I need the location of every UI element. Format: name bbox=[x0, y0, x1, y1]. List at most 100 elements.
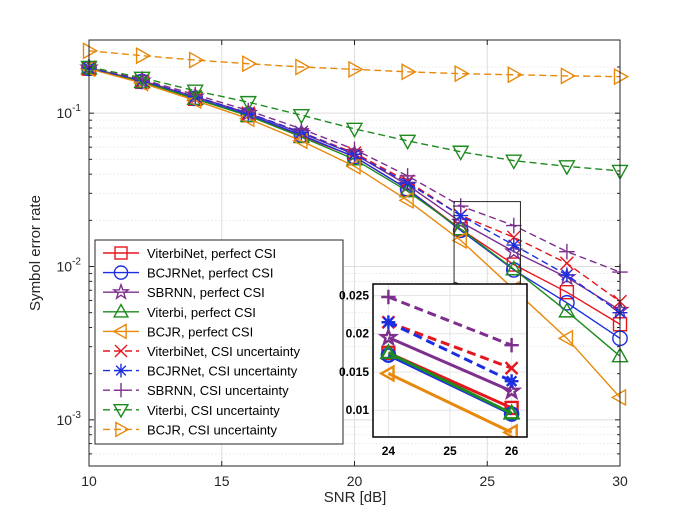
legend-entry: Viterbi, perfect CSI bbox=[103, 303, 256, 320]
data-point bbox=[504, 241, 524, 260]
data-point bbox=[505, 154, 523, 170]
inset-data-point bbox=[502, 403, 521, 420]
x-tick-label: 15 bbox=[214, 473, 230, 489]
inset-series-line bbox=[387, 351, 513, 415]
y-tick-label: 10-3 bbox=[57, 410, 82, 428]
y-tick-label: 10-2 bbox=[57, 257, 82, 275]
legend: ViterbiNet, perfect CSI BCJRNet, perfect … bbox=[94, 239, 344, 445]
data-point bbox=[188, 51, 205, 69]
y-tick-label: 10-1 bbox=[57, 103, 82, 121]
series-9 bbox=[82, 42, 630, 86]
y-axis-label: Symbol error rate bbox=[27, 195, 44, 311]
axis-ticks: 10 15 20 25 30 10-1 10-2 10-3 bbox=[57, 40, 628, 489]
x-tick-label: 25 bbox=[479, 473, 495, 489]
data-point bbox=[398, 134, 417, 151]
legend-marker bbox=[114, 363, 128, 378]
data-point bbox=[610, 388, 627, 407]
legend-marker bbox=[113, 383, 129, 398]
data-point bbox=[82, 42, 99, 60]
data-point bbox=[239, 95, 257, 112]
x-axis-label: SNR [dB] bbox=[324, 489, 387, 506]
legend-label: SBRNN, perfect CSI bbox=[147, 285, 265, 300]
inset-series-3 bbox=[379, 343, 521, 420]
legend-entry: SBRNN, perfect CSI bbox=[103, 282, 265, 300]
data-point bbox=[452, 220, 470, 236]
series-layer bbox=[79, 42, 630, 407]
data-point bbox=[506, 237, 522, 253]
inset-y-tick-label: 0.025 bbox=[339, 288, 369, 302]
legend-label: SBRNN, CSI uncertainty bbox=[147, 383, 289, 398]
data-point bbox=[135, 47, 152, 65]
legend-marker bbox=[114, 344, 128, 358]
data-point bbox=[558, 302, 576, 318]
inset-x-tick-label: 24 bbox=[382, 444, 396, 458]
data-point bbox=[452, 198, 469, 214]
legend-label: ViterbiNet, CSI uncertainty bbox=[147, 344, 300, 359]
data-point bbox=[295, 58, 311, 76]
legend-marker bbox=[113, 265, 129, 280]
inset-y-tick-label: 0.01 bbox=[346, 403, 370, 417]
inset-y-tick-label: 0.015 bbox=[339, 365, 369, 379]
data-point bbox=[345, 157, 361, 176]
data-point bbox=[292, 108, 311, 125]
inset-plot: 24 25 26 0.01 0.015 0.02 0.025 bbox=[339, 283, 528, 458]
inset-series-line bbox=[387, 372, 513, 434]
legend-entry: BCJRNet, perfect CSI bbox=[103, 265, 273, 281]
data-point bbox=[506, 217, 522, 234]
data-point bbox=[505, 259, 523, 276]
legend-label: Viterbi, CSI uncertainty bbox=[147, 403, 280, 418]
inset-series-line bbox=[387, 320, 513, 383]
inset-data-point bbox=[378, 364, 395, 383]
data-point bbox=[560, 67, 577, 85]
data-point bbox=[613, 67, 630, 86]
legend-label: BCJR, CSI uncertainty bbox=[147, 422, 278, 437]
inset-series-line bbox=[387, 336, 513, 393]
x-tick-label: 20 bbox=[347, 473, 363, 489]
inset-frame bbox=[372, 283, 528, 438]
data-point bbox=[186, 84, 204, 100]
legend-entry: SBRNN, CSI uncertainty bbox=[103, 383, 289, 398]
legend-marker bbox=[111, 282, 131, 300]
inset-series-2 bbox=[377, 326, 523, 401]
legend-marker bbox=[114, 246, 128, 260]
data-point bbox=[292, 132, 308, 150]
inset-y-tick-label: 0.02 bbox=[346, 327, 370, 341]
inset-data-point bbox=[504, 361, 519, 375]
series-line bbox=[88, 66, 621, 172]
legend-label: BCJRNet, CSI uncertainty bbox=[147, 364, 298, 379]
inset-data-point bbox=[377, 326, 400, 347]
legend-entry: ViterbiNet, perfect CSI bbox=[103, 246, 276, 261]
inset-series-6 bbox=[381, 315, 519, 389]
x-tick-label: 30 bbox=[612, 473, 628, 489]
data-point bbox=[452, 145, 470, 162]
legend-entry: ViterbiNet, CSI uncertainty bbox=[103, 344, 300, 359]
inset-series-line bbox=[387, 295, 513, 347]
data-point bbox=[348, 60, 364, 79]
x-tick-label: 10 bbox=[81, 473, 97, 489]
data-point bbox=[453, 208, 469, 223]
data-point bbox=[398, 191, 414, 210]
legend-entry: BCJR, perfect CSI bbox=[103, 323, 253, 340]
legend-label: BCJRNet, perfect CSI bbox=[147, 266, 273, 281]
data-point bbox=[558, 160, 576, 176]
data-point bbox=[559, 256, 574, 271]
inset-series-layer bbox=[377, 289, 523, 437]
data-point bbox=[559, 284, 575, 300]
inset-series-4 bbox=[378, 364, 518, 437]
data-point bbox=[401, 63, 417, 81]
legend-label: ViterbiNet, perfect CSI bbox=[147, 246, 276, 261]
legend-marker bbox=[112, 303, 130, 318]
series-8 bbox=[80, 60, 629, 181]
inset-series-7 bbox=[381, 289, 519, 353]
inset-x-tick-label: 25 bbox=[443, 444, 457, 458]
inset-series-line bbox=[387, 320, 513, 370]
series-7 bbox=[81, 59, 628, 280]
data-point bbox=[452, 222, 469, 239]
inset-data-point bbox=[501, 423, 518, 437]
inset-data-point bbox=[381, 315, 396, 330]
data-point bbox=[559, 267, 575, 283]
data-point bbox=[559, 243, 575, 260]
inset-data-point bbox=[500, 379, 523, 401]
data-point bbox=[345, 122, 364, 139]
